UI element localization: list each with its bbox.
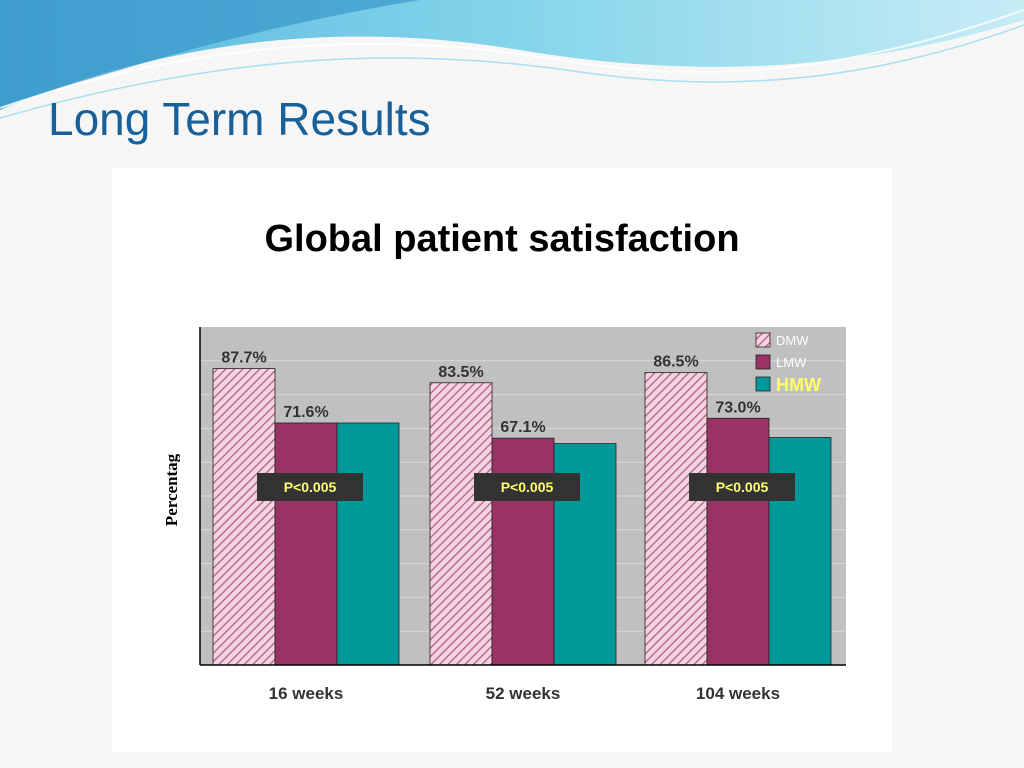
bar-hmw-1	[336, 422, 400, 666]
p-value-box	[689, 473, 795, 501]
legend-swatch-hmw	[755, 376, 771, 392]
bar-dmw-2	[429, 382, 493, 666]
x-tick-label: 16 weeks	[269, 684, 344, 703]
bar-lmw-2	[491, 437, 555, 666]
legend-label-lmw: LMW	[776, 355, 807, 370]
p-value-annotation: P<0.005	[716, 479, 769, 495]
header-wave-decoration	[0, 0, 1024, 119]
bar-dmw-1	[212, 368, 276, 666]
slide-title: Long Term Results	[48, 93, 431, 145]
p-value-box	[257, 473, 363, 501]
legend-swatch-dmw	[755, 332, 771, 348]
data-label-dmw-2: 83.5%	[438, 364, 483, 381]
data-label-lmw-1: 71.6%	[283, 404, 328, 421]
p-value-annotation: P<0.005	[501, 479, 554, 495]
chart-title: Global patient satisfaction	[264, 218, 740, 260]
data-label-lmw-3: 73.0%	[715, 399, 760, 416]
data-label-dmw-1: 87.7%	[221, 350, 266, 367]
legend-swatch-lmw	[755, 354, 771, 370]
p-value-annotation: P<0.005	[284, 479, 337, 495]
bar-lmw-1	[274, 422, 338, 666]
x-tick-label: 52 weeks	[486, 684, 561, 703]
bar-lmw-3	[706, 417, 770, 666]
data-label-dmw-3: 86.5%	[653, 354, 698, 371]
legend-label-dmw: DMW	[776, 333, 809, 348]
x-tick-label: 104 weeks	[696, 684, 780, 703]
bar-hmw-3	[768, 437, 832, 666]
p-value-box	[474, 473, 580, 501]
data-label-lmw-2: 67.1%	[500, 419, 545, 436]
bar-dmw-3	[644, 372, 708, 666]
legend-label-hmw: HMW	[776, 375, 821, 395]
